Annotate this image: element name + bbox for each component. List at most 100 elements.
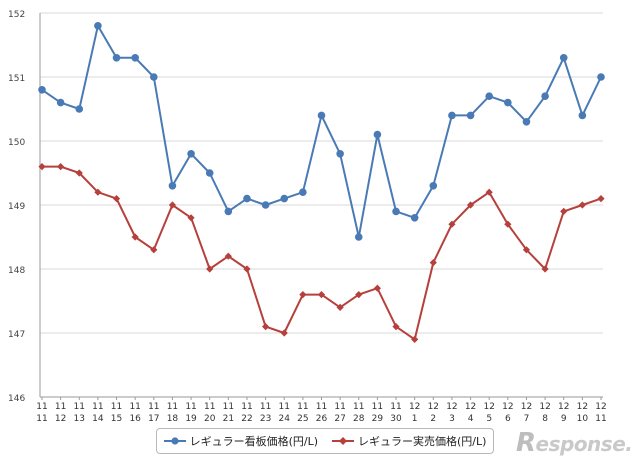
x-axis-tick-labels: 1111111211131114111511161117111811191120… xyxy=(36,397,607,424)
data-point-series0-20 xyxy=(410,214,419,222)
data-point-series0-9 xyxy=(205,169,214,177)
x-tick-day-label: 2 xyxy=(430,414,436,424)
x-tick-day-label: 25 xyxy=(297,414,308,424)
x-tick-day-label: 3 xyxy=(449,414,455,424)
x-tick-month-label: 11 xyxy=(334,402,345,412)
x-tick-month-label: 11 xyxy=(148,402,159,412)
x-tick-month-label: 12 xyxy=(577,402,588,412)
x-tick-month-label: 11 xyxy=(74,402,85,412)
data-point-series0-25 xyxy=(504,98,512,107)
x-tick-day-label: 20 xyxy=(204,414,216,424)
x-tick-month-label: 11 xyxy=(111,402,122,412)
data-point-series1-22 xyxy=(448,220,456,228)
data-point-series0-0 xyxy=(38,86,46,94)
x-tick-day-label: 13 xyxy=(74,414,85,424)
x-tick-month-label: 12 xyxy=(502,402,513,412)
data-point-series1-19 xyxy=(392,323,400,331)
x-tick-day-label: 15 xyxy=(111,414,122,424)
data-point-series0-15 xyxy=(317,111,326,120)
y-axis-tick-labels: 146 147 148 149 150 151 152 xyxy=(8,10,25,404)
data-point-series0-1 xyxy=(56,98,65,107)
data-point-series1-23 xyxy=(466,201,475,209)
series-markers xyxy=(38,22,605,343)
data-point-series0-2 xyxy=(75,105,84,113)
data-point-series0-11 xyxy=(243,194,251,203)
data-point-series1-4 xyxy=(112,195,121,203)
x-tick-day-label: 5 xyxy=(486,414,492,424)
y-tick-label-152: 152 xyxy=(8,10,25,20)
x-tick-month-label: 11 xyxy=(297,402,308,412)
x-tick-day-label: 12 xyxy=(55,414,66,424)
data-point-series1-10 xyxy=(224,252,232,260)
data-point-series0-28 xyxy=(559,54,568,62)
data-point-series0-13 xyxy=(280,194,289,203)
data-point-series0-19 xyxy=(392,207,400,216)
data-point-series0-5 xyxy=(131,54,139,62)
x-tick-month-label: 11 xyxy=(185,402,196,412)
data-point-series1-13 xyxy=(280,329,288,337)
data-point-series1-16 xyxy=(336,303,344,311)
data-point-series0-21 xyxy=(429,182,438,190)
data-point-series1-12 xyxy=(262,323,270,331)
x-tick-day-label: 30 xyxy=(390,414,402,424)
x-tick-day-label: 17 xyxy=(148,414,159,424)
data-point-series1-27 xyxy=(541,265,549,273)
legend-label-signboard: レギュラー看板価格(円/L) xyxy=(189,435,318,448)
data-point-series1-6 xyxy=(150,246,158,254)
data-point-series1-11 xyxy=(243,265,251,273)
x-tick-day-label: 26 xyxy=(316,414,328,424)
data-point-series0-4 xyxy=(112,54,121,62)
x-tick-day-label: 11 xyxy=(36,414,47,424)
data-point-series0-17 xyxy=(354,233,363,241)
x-tick-month-label: 11 xyxy=(390,402,401,412)
data-point-series1-2 xyxy=(75,169,83,177)
x-tick-day-label: 28 xyxy=(353,414,365,424)
data-point-series0-14 xyxy=(299,188,307,196)
x-tick-month-label: 11 xyxy=(36,402,47,412)
x-tick-day-label: 10 xyxy=(577,414,589,424)
x-tick-day-label: 24 xyxy=(279,414,291,424)
data-point-series1-0 xyxy=(38,163,46,171)
x-tick-day-label: 16 xyxy=(129,414,141,424)
x-tick-month-label: 11 xyxy=(167,402,178,412)
x-tick-month-label: 11 xyxy=(372,402,383,412)
x-tick-month-label: 11 xyxy=(316,402,327,412)
x-tick-day-label: 6 xyxy=(505,414,511,424)
x-tick-day-label: 21 xyxy=(223,414,234,424)
data-point-series1-25 xyxy=(504,220,512,228)
data-point-series0-7 xyxy=(168,182,177,190)
data-point-series1-24 xyxy=(485,188,493,196)
data-point-series0-27 xyxy=(541,92,549,100)
legend-circle-marker-icon xyxy=(163,437,186,445)
x-tick-day-label: 29 xyxy=(372,414,384,424)
y-tick-label-148: 148 xyxy=(8,266,25,276)
data-point-series1-1 xyxy=(57,163,65,171)
data-point-series1-15 xyxy=(317,291,326,299)
x-tick-day-label: 27 xyxy=(334,414,345,424)
x-tick-month-label: 11 xyxy=(129,402,140,412)
x-tick-month-label: 12 xyxy=(558,402,569,412)
data-point-series0-30 xyxy=(597,73,605,81)
data-point-series0-22 xyxy=(448,111,456,120)
x-tick-day-label: 8 xyxy=(542,414,548,424)
x-tick-month-label: 12 xyxy=(409,402,420,412)
legend-label-actual: レギュラー実売価格(円/L) xyxy=(358,435,487,448)
data-point-series0-29 xyxy=(578,111,587,120)
x-tick-month-label: 11 xyxy=(353,402,364,412)
data-point-series1-21 xyxy=(429,259,437,267)
data-point-series0-24 xyxy=(485,92,494,100)
y-tick-label-151: 151 xyxy=(8,74,25,84)
y-tick-label-147: 147 xyxy=(8,330,25,340)
x-tick-month-label: 11 xyxy=(279,402,290,412)
x-tick-day-label: 19 xyxy=(185,414,197,424)
data-point-series1-7 xyxy=(168,201,177,209)
data-point-series1-14 xyxy=(299,291,307,299)
x-tick-day-label: 11 xyxy=(595,414,606,424)
x-tick-day-label: 14 xyxy=(92,414,104,424)
x-tick-month-label: 11 xyxy=(55,402,66,412)
x-tick-month-label: 12 xyxy=(446,402,457,412)
data-point-series1-20 xyxy=(411,335,419,343)
legend-entry-actual: レギュラー実売価格(円/L) xyxy=(332,433,486,449)
data-point-series0-12 xyxy=(261,201,270,209)
